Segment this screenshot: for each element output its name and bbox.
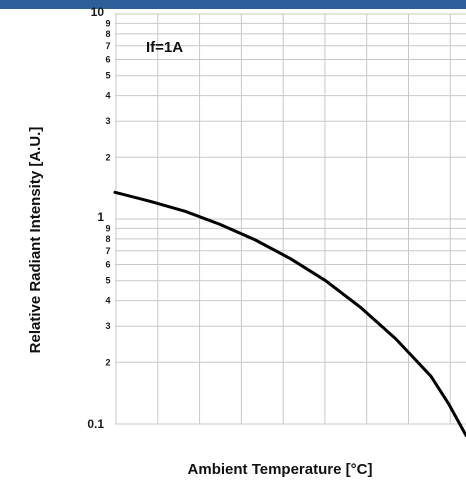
y-tick-label: 5 bbox=[105, 71, 110, 81]
y-tick-label: 2 bbox=[105, 357, 110, 367]
y-tick-label: 4 bbox=[105, 91, 110, 101]
y-tick-label: 7 bbox=[105, 246, 110, 256]
y-tick-label: 6 bbox=[105, 54, 110, 64]
y-tick-label: 8 bbox=[105, 234, 110, 244]
y-tick-label: 4 bbox=[105, 296, 110, 306]
y-tick-label: 3 bbox=[105, 321, 110, 331]
y-tick-label: 2 bbox=[105, 152, 110, 162]
y-tick-label: 7 bbox=[105, 41, 110, 51]
y-tick-label: 5 bbox=[105, 276, 110, 286]
y-tick-label: 1 bbox=[97, 210, 104, 224]
grid bbox=[115, 13, 466, 425]
y-tick-label: 9 bbox=[105, 223, 110, 233]
y-tick-label: 3 bbox=[105, 116, 110, 126]
y-axis-label: Relative Radiant Intensity [A.U.] bbox=[27, 127, 44, 354]
x-axis-label: Ambient Temperature [°C] bbox=[188, 461, 373, 478]
header-bar bbox=[0, 0, 466, 9]
annotation-label: If=1A bbox=[146, 39, 183, 56]
y-tick-label: 0.1 bbox=[87, 417, 104, 431]
y-tick-label: 9 bbox=[105, 18, 110, 28]
y-tick-label: 6 bbox=[105, 259, 110, 269]
series-line bbox=[113, 190, 466, 437]
y-tick-label: 8 bbox=[105, 29, 110, 39]
y-tick-label: 10 bbox=[91, 5, 105, 19]
